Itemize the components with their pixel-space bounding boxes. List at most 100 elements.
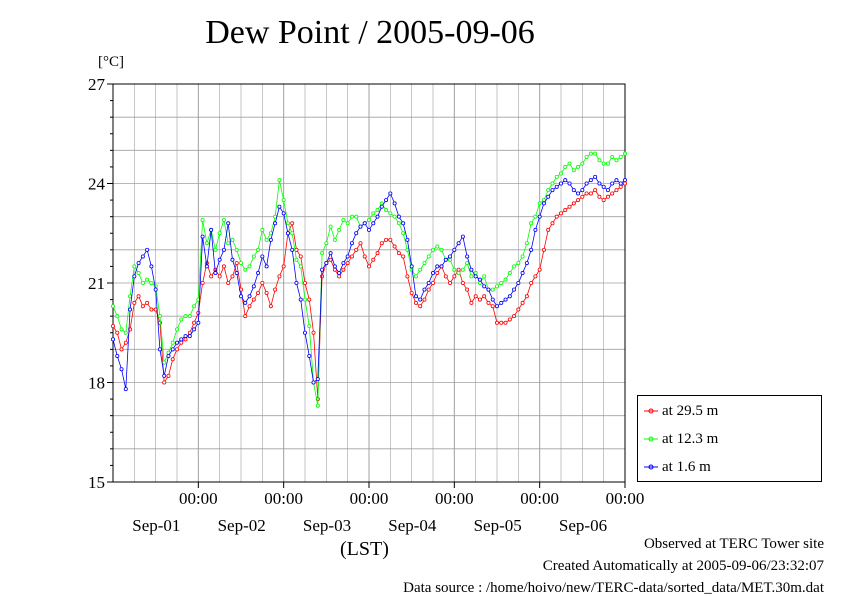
data-point xyxy=(260,254,265,259)
data-point xyxy=(196,310,201,315)
data-point xyxy=(512,264,517,269)
data-point xyxy=(264,237,269,242)
data-point xyxy=(162,373,167,378)
data-point xyxy=(550,188,555,193)
x-tick-time: 00:00 xyxy=(606,489,645,508)
legend-marker-blue xyxy=(644,464,658,470)
data-point xyxy=(503,297,508,302)
data-point xyxy=(375,251,380,256)
data-point xyxy=(618,184,623,189)
data-point xyxy=(136,271,141,276)
data-point xyxy=(200,234,205,239)
data-point xyxy=(302,297,307,302)
data-point xyxy=(465,287,470,292)
data-point xyxy=(281,211,286,216)
data-point xyxy=(230,274,235,279)
data-point xyxy=(111,337,116,342)
data-point xyxy=(473,294,478,299)
data-point xyxy=(256,290,261,295)
data-point xyxy=(601,184,606,189)
data-point xyxy=(375,208,380,213)
data-point xyxy=(567,204,572,209)
data-point xyxy=(494,320,499,325)
data-point xyxy=(345,221,350,226)
data-point xyxy=(533,214,538,219)
data-point xyxy=(307,353,312,358)
legend-label: at 1.6 m xyxy=(662,458,711,475)
data-point xyxy=(388,211,393,216)
data-point xyxy=(499,300,504,305)
data-point xyxy=(401,254,406,259)
data-point xyxy=(375,214,380,219)
data-point xyxy=(268,237,273,242)
data-point xyxy=(328,257,333,262)
legend-item-12-3m: at 12.3 m xyxy=(644,430,718,448)
data-point xyxy=(183,314,188,319)
data-point xyxy=(183,337,188,342)
data-point xyxy=(388,191,393,196)
data-point xyxy=(251,254,256,259)
data-point xyxy=(140,254,145,259)
data-point xyxy=(469,274,474,279)
data-point xyxy=(136,261,141,266)
data-point xyxy=(614,188,619,193)
data-point xyxy=(435,264,440,269)
data-point xyxy=(533,227,538,232)
data-point xyxy=(384,208,389,213)
data-point xyxy=(430,247,435,252)
data-point xyxy=(503,277,508,282)
data-point xyxy=(115,353,120,358)
data-point xyxy=(290,221,295,226)
legend-item-1-6m: at 1.6 m xyxy=(644,458,711,476)
legend-label: at 29.5 m xyxy=(662,402,719,419)
y-tick-label: 27 xyxy=(88,75,106,94)
data-point xyxy=(226,241,231,246)
data-point xyxy=(179,340,184,345)
data-point xyxy=(256,247,261,252)
x-tick-date: Sep-02 xyxy=(218,516,266,535)
data-point xyxy=(623,151,628,156)
data-point xyxy=(554,214,559,219)
data-point xyxy=(145,277,150,282)
data-point xyxy=(145,247,150,252)
data-point xyxy=(170,357,175,362)
legend-marker-green xyxy=(644,436,658,442)
data-point xyxy=(149,307,154,312)
data-point xyxy=(213,271,218,276)
data-point xyxy=(123,387,128,392)
data-point xyxy=(200,217,205,222)
data-point xyxy=(563,208,568,213)
data-point xyxy=(349,214,354,219)
legend-label: at 12.3 m xyxy=(662,430,719,447)
data-point xyxy=(422,297,427,302)
data-point xyxy=(307,297,312,302)
legend-marker-red xyxy=(644,408,658,414)
data-point xyxy=(204,264,209,269)
data-point xyxy=(115,314,120,319)
x-tick-date: Sep-03 xyxy=(303,516,351,535)
data-point xyxy=(247,294,252,299)
data-point xyxy=(610,181,615,186)
x-tick-time: 00:00 xyxy=(179,489,218,508)
data-point xyxy=(384,237,389,242)
data-point xyxy=(345,254,350,259)
data-point xyxy=(537,267,542,272)
data-point xyxy=(413,294,418,299)
y-tick-label: 18 xyxy=(88,374,105,393)
data-point xyxy=(358,224,363,229)
data-point xyxy=(379,241,384,246)
data-point xyxy=(418,304,423,309)
data-point xyxy=(396,214,401,219)
data-point xyxy=(187,314,192,319)
data-point xyxy=(452,274,457,279)
data-point xyxy=(614,178,619,183)
data-point xyxy=(567,181,572,186)
data-point xyxy=(482,284,487,289)
x-tick-date: Sep-04 xyxy=(388,516,437,535)
data-point xyxy=(546,227,551,232)
data-point xyxy=(584,181,589,186)
data-point xyxy=(371,257,376,262)
data-point xyxy=(422,287,427,292)
data-point xyxy=(388,237,393,242)
data-point xyxy=(140,280,145,285)
